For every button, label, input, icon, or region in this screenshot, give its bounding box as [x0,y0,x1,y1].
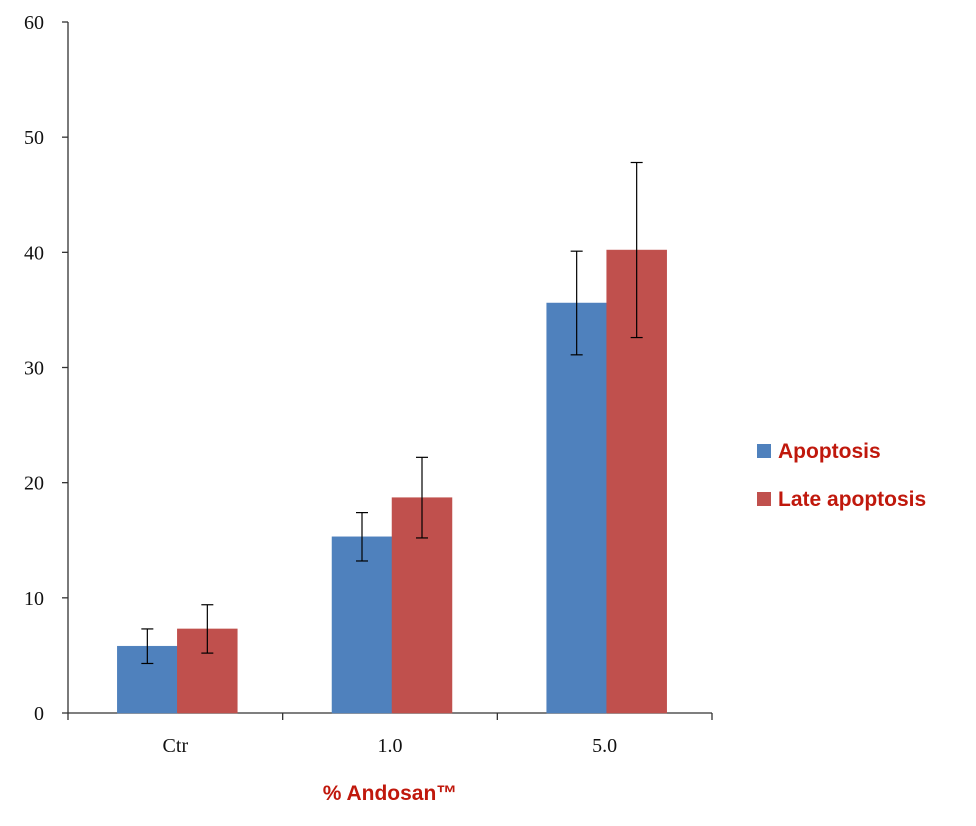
legend-swatch [757,444,771,458]
x-category-label: 1.0 [378,735,403,757]
y-tick-label: 10 [24,588,44,610]
plot-area: 0 10 20 30 40 50 60 Ctr 1.0 5.0 [24,12,713,757]
x-category-label: 5.0 [592,735,617,757]
x-axis-title: % Andosan™ [323,782,458,805]
y-tick-label: 30 [24,358,44,380]
y-tick-label: 40 [24,242,44,264]
x-category-label: Ctr [163,735,189,757]
legend: Apoptosis Late apoptosis [757,440,926,511]
bar-apoptosis [331,536,393,714]
y-tick-label: 50 [24,127,44,149]
y-tick-label: 60 [24,12,44,34]
bar-apoptosis [546,302,607,714]
y-tick-label: 20 [24,473,44,495]
y-tick-label: 0 [34,703,44,725]
legend-swatch [757,492,771,506]
legend-label: Late apoptosis [778,488,926,511]
legend-label: Apoptosis [778,440,881,463]
